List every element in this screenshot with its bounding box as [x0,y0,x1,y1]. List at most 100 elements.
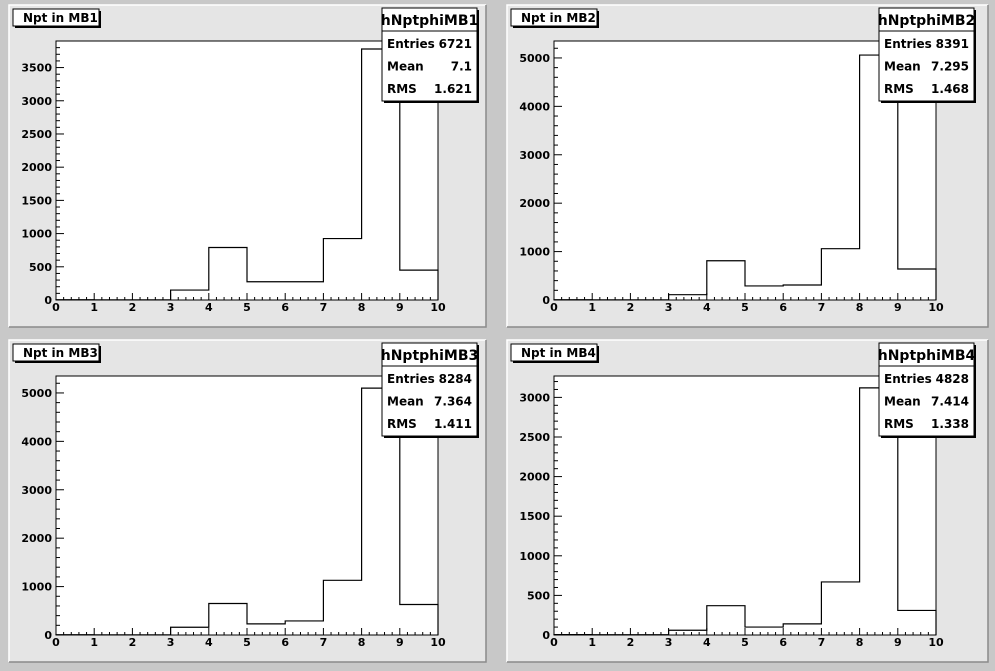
histogram-bin [783,624,821,635]
y-tick-label: 1000 [21,581,52,594]
y-tick-label: 1000 [519,550,550,563]
x-tick-label: 4 [703,301,711,314]
x-tick-label: 3 [167,636,175,649]
histogram-bin [285,282,323,300]
x-tick-label: 8 [358,301,366,314]
y-tick-label: 5000 [519,52,550,65]
x-tick-label: 0 [52,301,60,314]
histogram-bin [247,282,285,300]
x-tick-label: 10 [928,301,944,314]
stats-value: 8284 [439,372,472,386]
stats-value: 8391 [936,37,969,51]
y-tick-label: 500 [527,589,550,602]
x-tick-label: 6 [779,301,787,314]
pad-1: 0 1 2 3 4 5 6 7 8 9 10 0 500 1000 1500 2000 2500 3000 3500… [8,4,487,328]
stats-value: 7.295 [931,60,969,74]
stats-value: 6721 [439,37,472,51]
histogram-bin [400,270,438,300]
x-tick-label: 2 [129,301,137,314]
histogram-bin [669,630,707,635]
x-tick-label: 8 [856,301,864,314]
y-tick-label: 3000 [21,484,52,497]
y-tick-label: 1500 [519,510,550,523]
stats-label: Entries [884,37,932,51]
histogram-bin [707,261,745,300]
title-box [510,8,598,27]
pad-bevel-dark [9,5,487,328]
stats-name: hNptphiMB4 [878,348,976,364]
stats-label: RMS [884,82,914,96]
x-tick-label: 3 [665,636,673,649]
stats-value: 4828 [936,372,969,386]
histogram-bin [323,580,361,635]
histogram-bin [745,286,783,300]
x-tick-label: 10 [430,636,446,649]
stats-value: 7.364 [434,395,472,409]
x-tick-label: 4 [205,636,213,649]
stats-label: RMS [387,417,417,431]
title-box [510,343,598,362]
stats-name: hNptphiMB2 [878,13,976,29]
y-tick-label: 500 [29,261,52,274]
y-tick-label: 0 [44,294,52,307]
histogram-bin [669,295,707,300]
stats-label: RMS [387,82,417,96]
y-tick-label: 0 [542,294,550,307]
histogram-bin [171,290,209,300]
stats-box [878,7,975,102]
stats-label: Mean [387,60,424,74]
plot-frame [553,375,937,636]
x-tick-label: 4 [205,301,213,314]
y-tick-label: 2000 [21,161,52,174]
x-tick-label: 6 [281,636,289,649]
pad-2: 0 1 2 3 4 5 6 7 8 9 10 0 1000 2000 3000 4000 5000 Npt in … [506,4,989,328]
histogram-bin [247,624,285,635]
x-tick-label: 3 [167,301,175,314]
x-tick-label: 5 [243,636,251,649]
x-tick-label: 0 [52,636,60,649]
stats-box [878,342,975,437]
pad-4: 0 1 2 3 4 5 6 7 8 9 10 0 500 1000 1500 2000 2500 3000 Npt … [506,339,989,663]
y-tick-label: 3000 [21,95,52,108]
x-tick-label: 2 [129,636,137,649]
x-tick-label: 6 [779,636,787,649]
y-tick-label: 1000 [21,228,52,241]
x-tick-label: 0 [550,636,558,649]
stats-value: 7.414 [931,395,969,409]
stats-label: RMS [884,417,914,431]
pad-bevel-dark [507,340,989,663]
y-tick-label: 2000 [519,471,550,484]
y-tick-label: 1000 [519,246,550,259]
y-tick-label: 3000 [519,391,550,404]
stats-value: 1.338 [931,417,969,431]
histogram-bin [209,248,247,300]
x-tick-label: 1 [90,636,98,649]
histogram-bin [285,621,323,635]
x-tick-label: 7 [818,301,826,314]
x-tick-label: 5 [741,301,749,314]
histogram-bin [783,285,821,300]
pad-bevel-light [8,4,486,327]
x-tick-label: 6 [281,301,289,314]
y-tick-label: 2000 [21,532,52,545]
pad-bevel-dark [9,340,487,663]
chart-title: Npt in MB4 [521,346,596,360]
histogram-bin [745,627,783,635]
y-tick-label: 2500 [21,128,52,141]
x-tick-label: 2 [627,301,635,314]
x-tick-label: 1 [90,301,98,314]
y-tick-label: 0 [44,629,52,642]
histogram-bin [821,249,859,300]
x-tick-label: 8 [358,636,366,649]
histogram-bin [400,605,438,635]
histogram-bin [323,239,361,300]
stats-label: Entries [387,37,435,51]
x-tick-label: 9 [396,301,404,314]
pad-bevel-light [8,339,486,662]
histogram-bin [898,269,936,300]
stats-label: Entries [884,372,932,386]
x-tick-label: 7 [320,636,328,649]
y-tick-label: 2000 [519,197,550,210]
title-box [12,343,100,362]
